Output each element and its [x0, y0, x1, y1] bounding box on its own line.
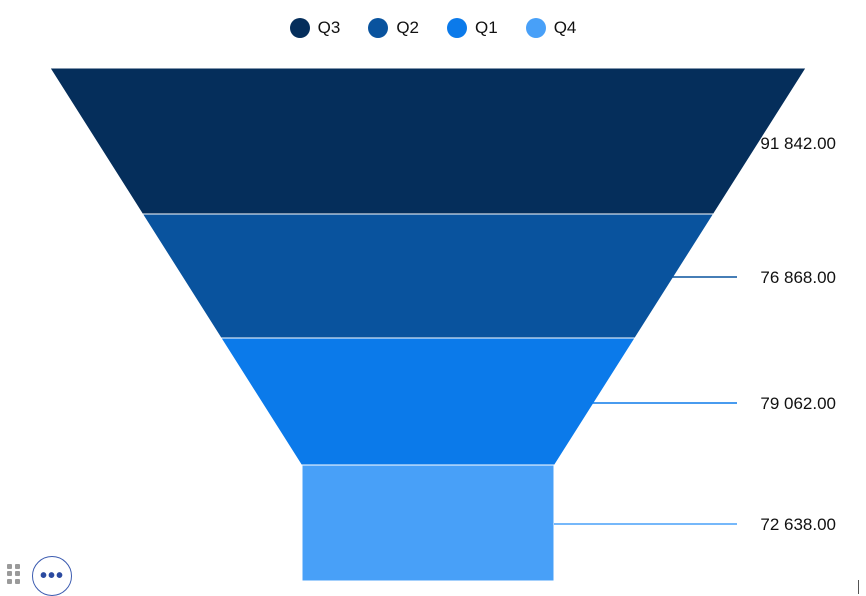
- data-label: 91 842.00: [760, 134, 836, 153]
- legend-item-q3[interactable]: Q3: [289, 18, 341, 38]
- legend-label: Q1: [475, 18, 498, 37]
- drag-dot: [15, 564, 20, 569]
- drag-dot: [7, 571, 12, 577]
- funnel-segment-q3[interactable]: [49, 67, 807, 215]
- legend-label: Q3: [317, 18, 341, 37]
- data-label: 76 868.00: [760, 268, 836, 287]
- data-label: 72 638.00: [760, 515, 836, 534]
- legend-label: Q2: [396, 18, 419, 37]
- drag-dot: [15, 578, 20, 584]
- legend-swatch: [447, 18, 467, 38]
- ellipsis-icon: •••: [39, 564, 64, 587]
- drag-dot: [15, 571, 20, 577]
- more-options-button[interactable]: •••: [32, 556, 72, 596]
- legend-item-q4[interactable]: Q4: [525, 18, 577, 38]
- legend-label: Q4: [553, 18, 577, 37]
- legend-item-q1[interactable]: Q1: [447, 18, 498, 38]
- legend: Q3 Q2 Q1 Q4: [0, 18, 866, 38]
- drag-dot: [7, 578, 12, 584]
- legend-swatch: [525, 18, 546, 38]
- drag-dot: [7, 564, 12, 569]
- data-label: 79 062.00: [760, 394, 836, 413]
- edge-marker: [858, 580, 859, 594]
- funnel-segment-q4[interactable]: [300, 464, 556, 582]
- funnel-segment-q1[interactable]: [220, 337, 636, 466]
- funnel-segment-q2[interactable]: [141, 213, 715, 339]
- legend-swatch: [368, 18, 389, 38]
- legend-swatch: [289, 18, 310, 38]
- legend-item-q2[interactable]: Q2: [368, 18, 419, 38]
- drag-dots-icon[interactable]: [7, 564, 21, 584]
